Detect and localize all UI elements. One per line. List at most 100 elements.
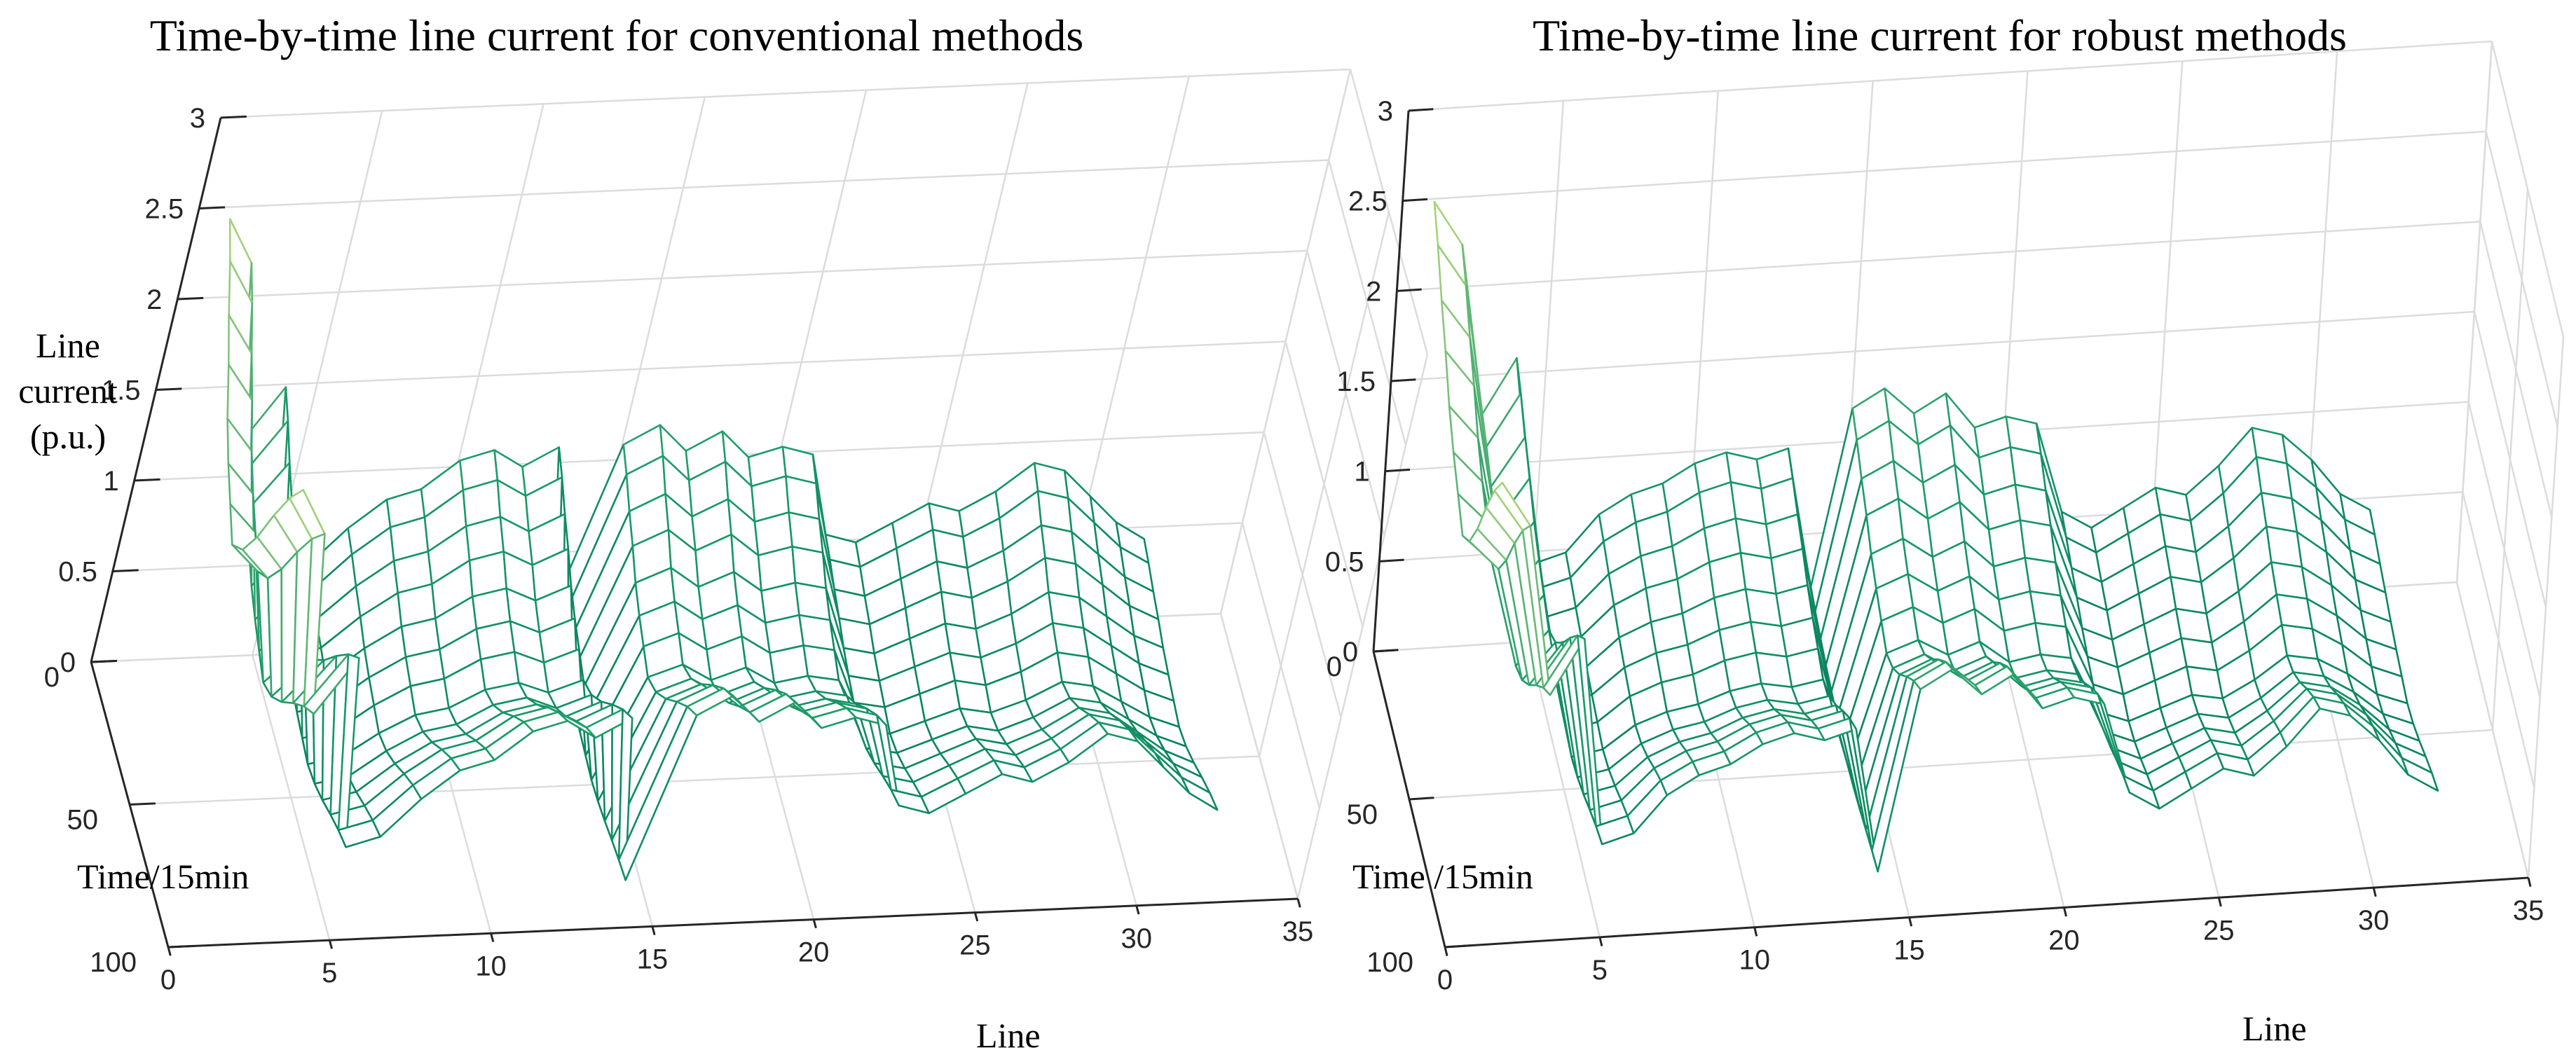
surface-mesh (226, 218, 1219, 881)
grid-line (2485, 131, 2558, 427)
x-tick-label: 35 (2513, 895, 2544, 926)
x-tick-label: 5 (1592, 955, 1608, 986)
x-tick-label: 0 (1437, 965, 1453, 995)
x-tick-label: 15 (1893, 935, 1925, 966)
x-tick-mark (1598, 937, 1603, 946)
x-tick-mark (2372, 887, 2377, 897)
z-tick-mark (1385, 468, 1411, 473)
x-tick-mark (2217, 897, 2222, 907)
grid-line (1263, 432, 1342, 718)
x-tick-label: 5 (322, 958, 337, 988)
z-axis-label-line2: current (18, 371, 118, 411)
x-tick-mark (167, 946, 172, 956)
y-axis-label: Time/15min (77, 857, 249, 896)
z-tick-label: 0 (60, 647, 76, 678)
surface-cell (2401, 757, 2439, 792)
z-tick-mark (1373, 649, 1399, 653)
z-tick-mark (1397, 288, 1422, 292)
z-tick-mark (90, 659, 117, 663)
grid-line (1241, 523, 1321, 808)
grid-line (1306, 250, 1385, 537)
y-axis-label: Time /15min (1352, 857, 1533, 896)
z-tick-mark (1408, 108, 1434, 112)
x-tick-mark (812, 919, 817, 929)
grid-line (1402, 130, 2486, 202)
surface-cell (791, 545, 827, 589)
x-tick-label: 25 (2203, 915, 2235, 946)
x-tick-label: 35 (1282, 916, 1314, 947)
grid-line (2473, 311, 2547, 608)
x-tick-label: 20 (2048, 925, 2080, 956)
grid-line (1327, 160, 1407, 446)
z-tick-label: 1.5 (102, 375, 141, 406)
surface-cell (802, 644, 840, 682)
x-axis-label: Line (976, 1016, 1041, 1055)
x-tick-mark (490, 932, 495, 942)
x-tick-mark (1135, 905, 1140, 915)
chart-panel-robust: Time-by-time line current for robust met… (1325, 11, 2565, 1048)
x-tick-mark (1296, 898, 1301, 908)
z-tick-mark (199, 206, 226, 209)
x-tick-label: 25 (959, 930, 991, 961)
grid-line (220, 68, 1351, 119)
z-tick-mark (220, 115, 247, 119)
x-tick-label: 0 (160, 965, 176, 995)
y-tick-mark (167, 944, 194, 949)
z-tick-mark (134, 478, 160, 482)
grid-line (2462, 492, 2535, 788)
z-tick-mark (156, 387, 182, 391)
z-tick-label: 2.5 (1348, 186, 1388, 217)
z-tick-label: 2.5 (145, 194, 184, 225)
y-tick-mark (1409, 797, 1434, 801)
z-axis-label-line3: (p.u.) (30, 417, 106, 456)
x-tick-mark (328, 939, 334, 949)
grid-line (1397, 221, 2481, 292)
y-tick-mark (129, 802, 156, 806)
x-tick-mark (651, 926, 656, 936)
z-tick-mark (1379, 558, 1404, 563)
x-tick-mark (2527, 877, 2532, 888)
z-tick-label: 2 (146, 284, 162, 315)
z-tick-label: 2 (1366, 276, 1381, 307)
y-tick-label: 0 (44, 662, 60, 693)
z-tick-mark (1402, 198, 1428, 202)
z-tick-label: 3 (1378, 96, 1393, 127)
x-axis-label: Line (2242, 1009, 2307, 1048)
x-tick-label: 15 (637, 944, 669, 974)
y-tick-label: 0 (1327, 651, 1342, 682)
grid-line (2479, 221, 2553, 518)
x-tick-mark (2062, 907, 2067, 917)
z-tick-label: 3 (190, 103, 205, 134)
grid-line (129, 755, 1260, 806)
y-tick-label: 100 (90, 947, 137, 978)
y-tick-label: 100 (1366, 947, 1413, 978)
z-tick-label: 1 (1354, 457, 1369, 488)
z-tick-label: 0.5 (58, 557, 97, 588)
z-tick-mark (177, 296, 204, 301)
y-tick-label: 50 (67, 805, 99, 836)
x-tick-label: 30 (1121, 923, 1152, 954)
x-tick-label: 30 (2358, 905, 2390, 936)
z-tick-mark (1390, 378, 1416, 382)
z-tick-label: 1 (103, 466, 118, 497)
z-axis-label-line1: Line (36, 326, 100, 365)
z-tick-label: 0 (1343, 637, 1358, 668)
grid-line (156, 340, 1286, 391)
tick-labels: 0 5 10 15 20 25 30 35 0 50 100 0 0.5 1 1.5 2 2.5 3 (44, 103, 1314, 995)
tick-labels: 0 5 10 15 20 25 30 35 0 50 100 0 0.5 1 1.5 2 2.5 3 (1325, 96, 2544, 995)
x-tick-label: 10 (475, 951, 507, 981)
grid-line (177, 249, 1308, 301)
x-axis-line (167, 897, 1299, 949)
grid-line (1284, 341, 1364, 627)
grid-line (2467, 401, 2541, 698)
y-tick-mark (1444, 944, 1470, 949)
grid-line (2491, 41, 2565, 338)
x-tick-label: 10 (1739, 945, 1770, 976)
grid-line (1349, 69, 1429, 355)
z-tick-mark (112, 569, 139, 572)
grid-line (1408, 40, 2493, 112)
x-tick-mark (1908, 917, 1913, 927)
x-axis-line (1444, 876, 2529, 949)
chart-title: Time-by-time line current for convention… (150, 11, 1083, 60)
